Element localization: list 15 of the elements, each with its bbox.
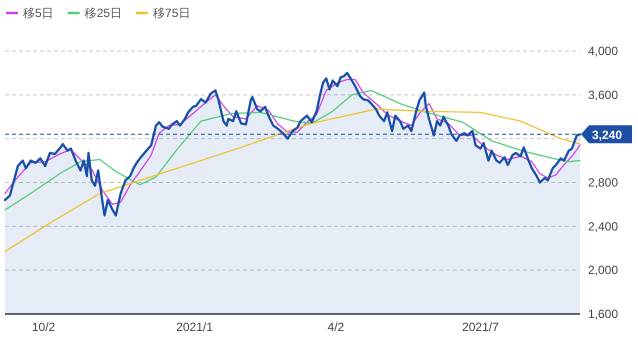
y-tick-label: 1,600: [588, 307, 618, 321]
x-tick-label: 4/2: [328, 320, 345, 334]
line-series: [4, 108, 581, 252]
legend-label: 移75日: [153, 6, 190, 20]
x-tick-label: 2021/7: [462, 320, 500, 334]
y-tick-label: 2,400: [588, 219, 618, 234]
legend-label: 移25日: [84, 6, 122, 20]
legend-label: 移5日: [23, 6, 54, 20]
x-tick-label: 2021/1: [176, 320, 214, 334]
y-tick-label: 4,000: [588, 44, 618, 58]
x-tick-label: 10/2: [32, 320, 56, 334]
ref-line-label: 3,240: [592, 128, 622, 142]
y-tick-label: 2,000: [588, 263, 618, 278]
y-tick-label: 3,600: [588, 88, 618, 102]
y-tick-label: 2,800: [588, 176, 618, 190]
